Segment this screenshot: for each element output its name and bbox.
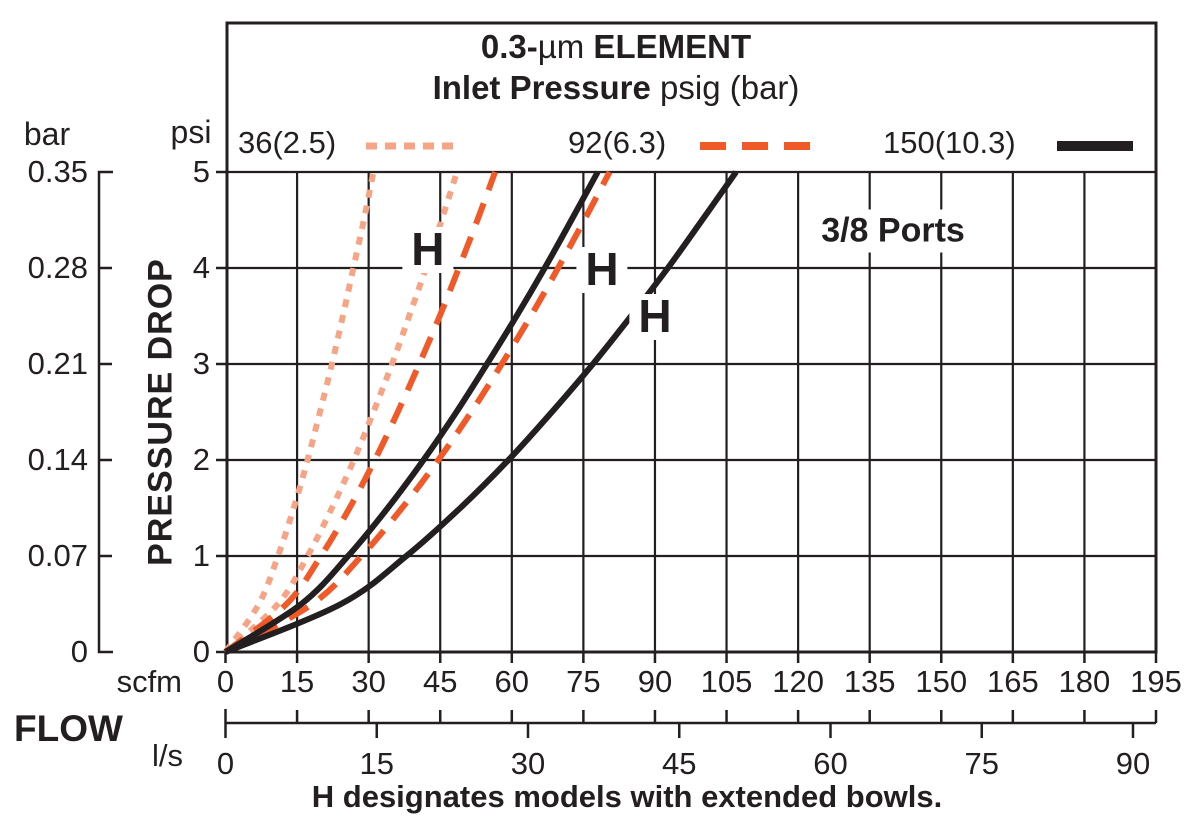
bar-tick-label: 0.28 (27, 250, 88, 285)
psi-tick-label: 3 (192, 346, 210, 381)
ports-annotation: 3/8 Ports (809, 209, 977, 253)
psi-tick-label: 0 (192, 634, 210, 669)
ls-tick-label: 60 (813, 746, 848, 781)
curve-150-psig-10-3-bar-h-extended-bowl (224, 170, 739, 655)
plot-border (225, 21, 1158, 654)
bar-tick-label: 0.21 (27, 346, 88, 381)
curve-92-psig-6-3-bar-h-extended-bowl (224, 170, 613, 655)
scfm-tick-label: 150 (915, 664, 968, 699)
scfm-tick-label: 0 (216, 664, 235, 699)
bar-tick-label: 0 (70, 634, 88, 669)
title-inlet-pressure: Inlet Pressure (432, 69, 651, 106)
scfm-tick-label: 45 (422, 664, 458, 699)
scfm-tick-label: 180 (1058, 664, 1111, 699)
h-extended-bowl-label: H (576, 246, 628, 293)
psi-tick-label: 2 (192, 442, 210, 477)
chart-title: 0.3-µm ELEMENT Inlet Pressure psig (bar) (227, 26, 1005, 108)
title-element-word: ELEMENT (584, 28, 752, 65)
ls-tick-label: 75 (964, 746, 999, 781)
ls-unit-label: l/s (152, 738, 183, 773)
title-psig-bar: psig (bar) (650, 69, 800, 106)
scfm-tick-label: 30 (351, 664, 386, 699)
ls-tick-label: 45 (662, 746, 697, 781)
ls-tick-label: 0 (216, 746, 235, 781)
bar-tick-label: 0.07 (27, 538, 88, 573)
psi-tick-label: 4 (192, 250, 210, 285)
scfm-tick-label: 105 (700, 664, 753, 699)
bar-axis-unit: bar (23, 116, 71, 152)
curve-36-psig-2-5-bar-standard (223, 171, 377, 654)
legend-label-92psig: 92(6.3) (568, 125, 667, 160)
scfm-tick-label: 75 (566, 664, 601, 699)
scfm-tick-label: 90 (637, 664, 673, 699)
bar-axis-bracket (97, 170, 113, 654)
h-extended-bowl-label: H (629, 293, 681, 340)
title-element-size: 0.3- (480, 28, 538, 65)
curve-150-psig-10-3-bar-standard (223, 170, 601, 655)
y-axis-label: PRESSURE DROP (141, 258, 180, 566)
chart-title-line1: 0.3-µm ELEMENT (227, 26, 1005, 67)
ls-tick-label: 30 (510, 746, 546, 781)
legend-label-150psig: 150(10.3) (883, 125, 1016, 160)
psi-tick-label: 1 (192, 538, 210, 573)
scfm-tick-label: 15 (279, 664, 315, 699)
bar-tick-label: 0.14 (27, 442, 88, 477)
scfm-tick-label: 135 (843, 664, 896, 699)
chart-caption: H designates models with extended bowls. (311, 779, 943, 814)
ls-tick-label: 15 (359, 746, 394, 781)
chart-title-line2: Inlet Pressure psig (bar) (227, 67, 1005, 108)
scfm-tick-label: 165 (986, 664, 1039, 699)
ls-tick-label: 90 (1115, 746, 1151, 781)
scfm-tick-label: 120 (772, 664, 824, 699)
bar-tick-label: 0.35 (27, 154, 88, 189)
psi-axis-unit: psi (170, 114, 212, 150)
scfm-tick-label: 60 (494, 664, 530, 699)
title-micron-unit: µm (537, 28, 585, 65)
legend-label-36psig: 36(2.5) (238, 125, 337, 160)
h-extended-bowl-label: H (402, 226, 454, 273)
curve-92-psig-6-3-bar-standard (223, 170, 498, 655)
psi-tick-label: 5 (192, 154, 210, 189)
scfm-unit-label: scfm (116, 664, 182, 699)
scfm-tick-label: 195 (1130, 664, 1182, 699)
flow-axis-label: FLOW (14, 708, 123, 749)
